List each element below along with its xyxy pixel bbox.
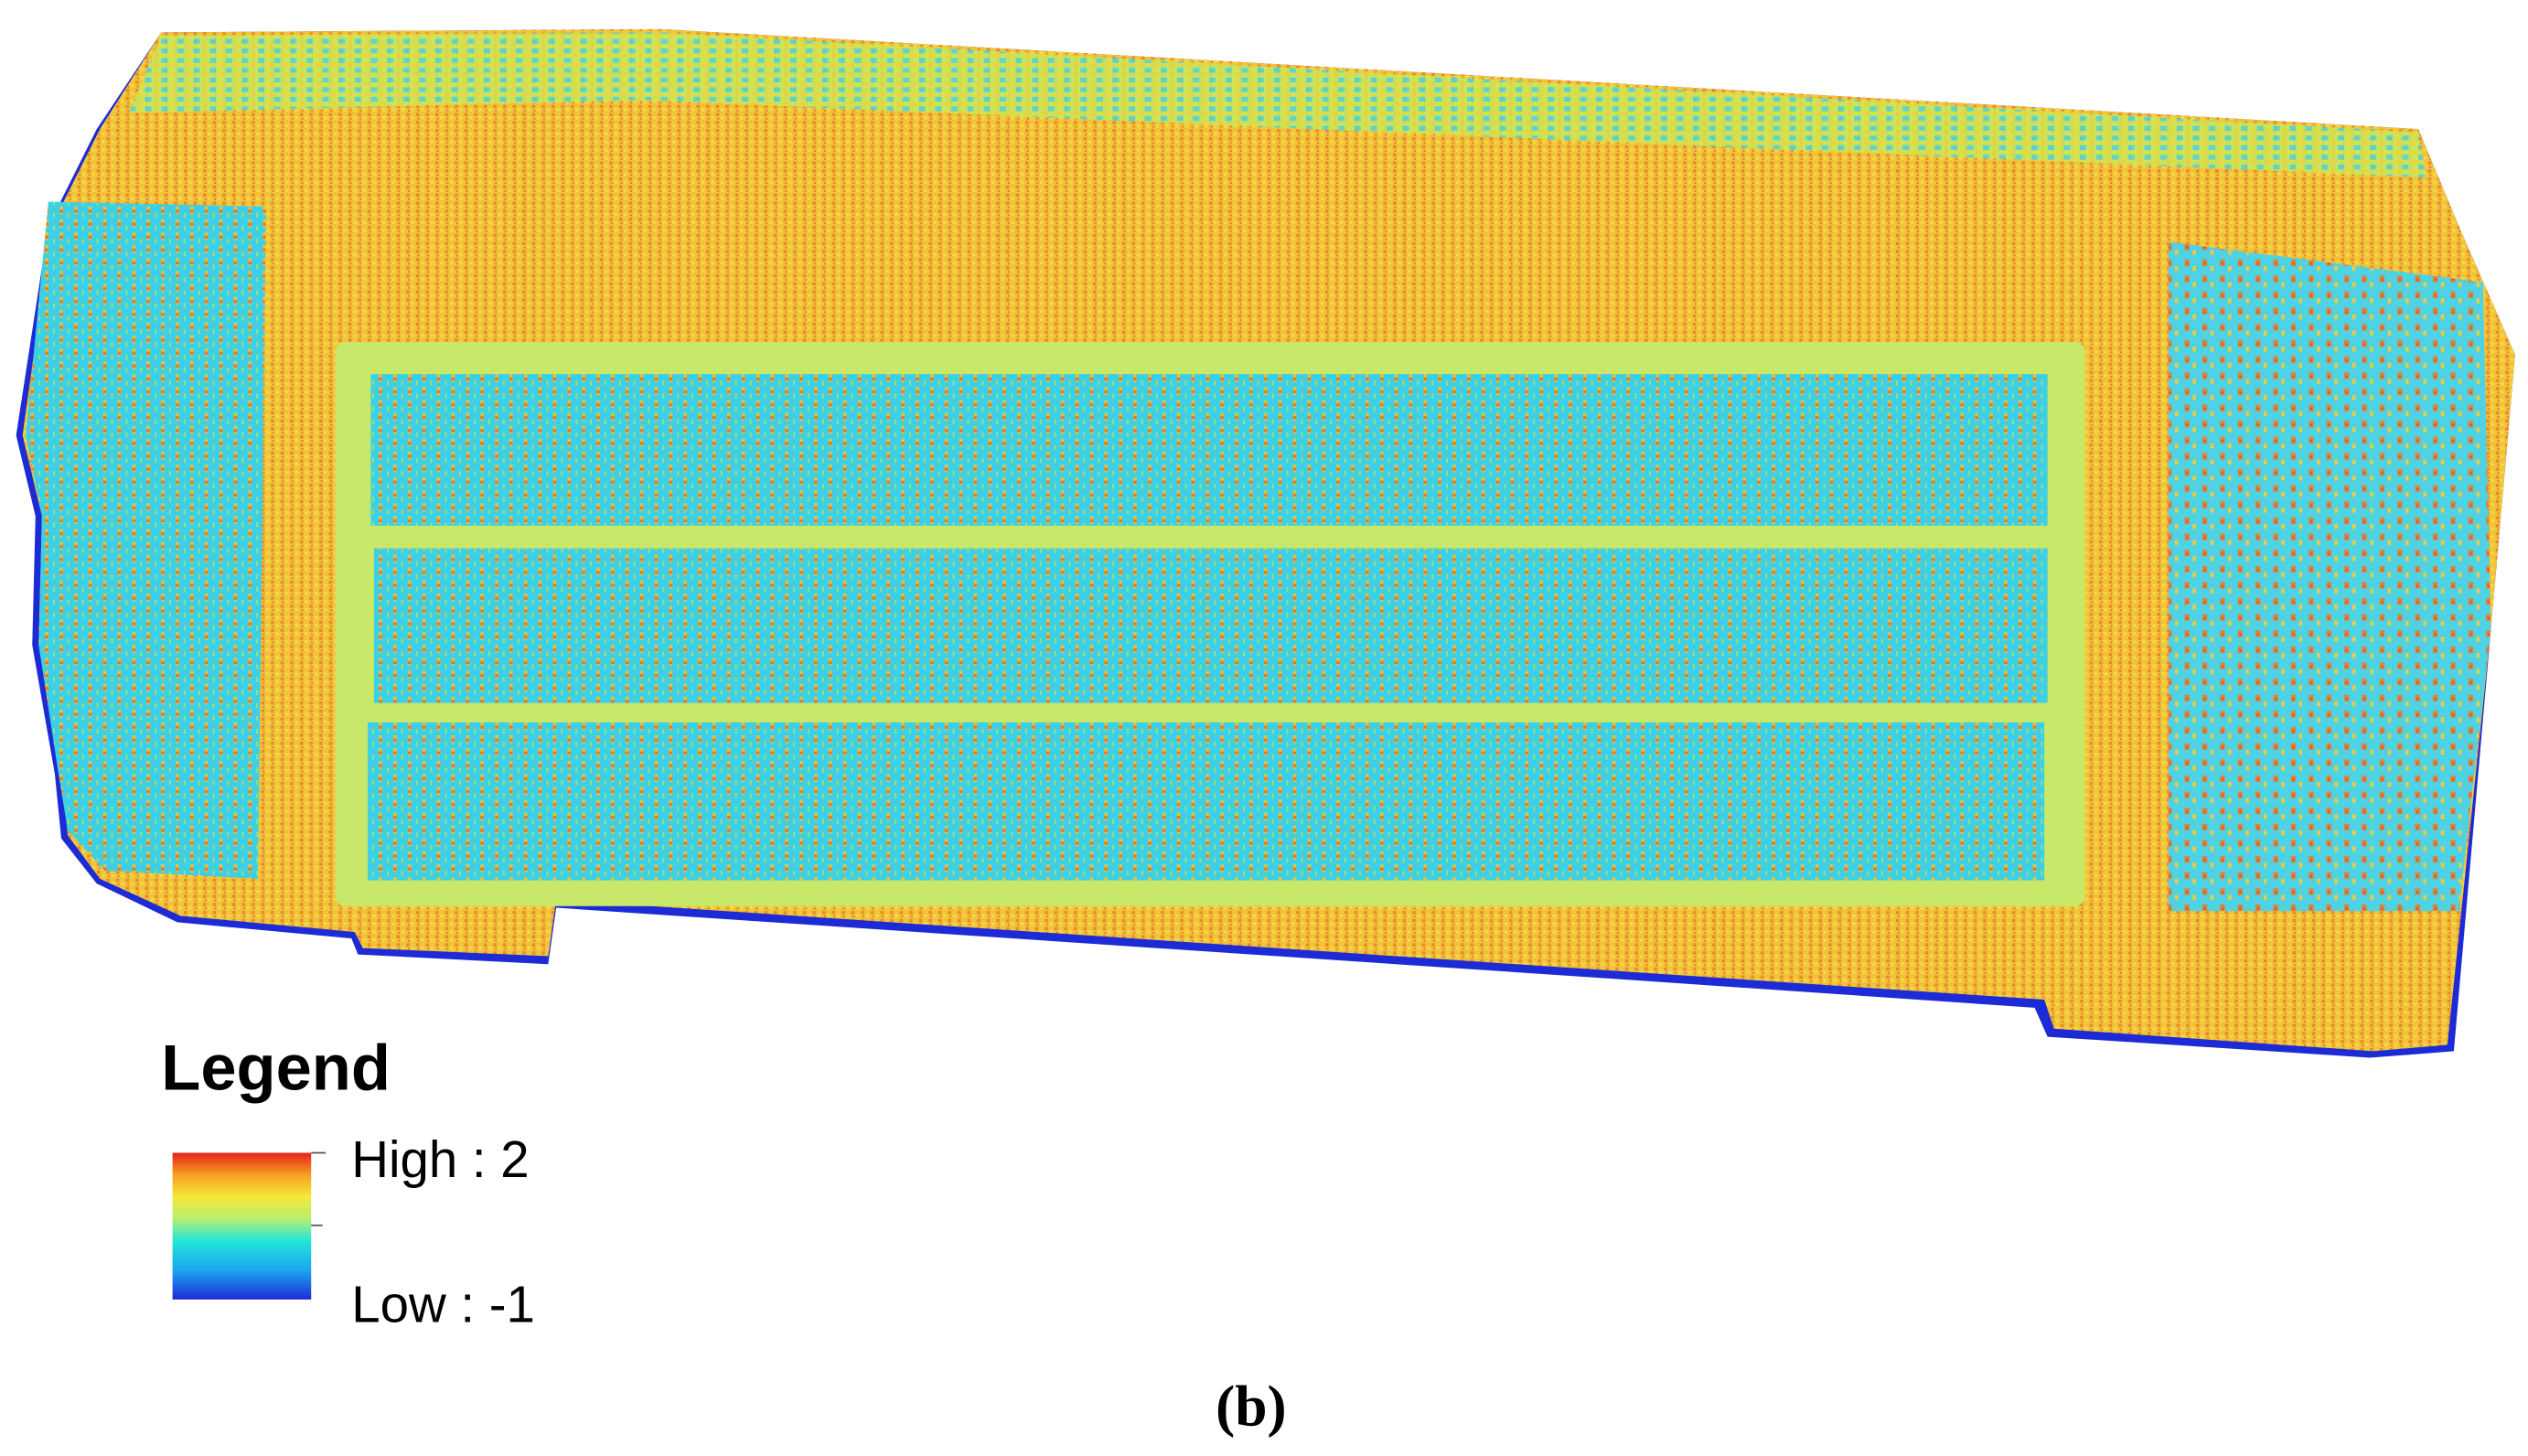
left-block (26, 201, 266, 879)
legend-color-ramp (172, 1152, 312, 1300)
top-strip (129, 32, 2426, 178)
field-raster (16, 28, 2515, 1058)
legend-low-label: Low : -1 (351, 1276, 535, 1333)
legend-title: Legend (161, 1032, 391, 1104)
legend-high-label: High : 2 (351, 1130, 529, 1188)
right-block (2168, 241, 2491, 912)
plot-row-3 (367, 722, 2045, 881)
plot-row-2 (373, 548, 2048, 703)
figure-caption: (b) (1216, 1373, 1287, 1438)
plot-row-1 (370, 374, 2048, 526)
